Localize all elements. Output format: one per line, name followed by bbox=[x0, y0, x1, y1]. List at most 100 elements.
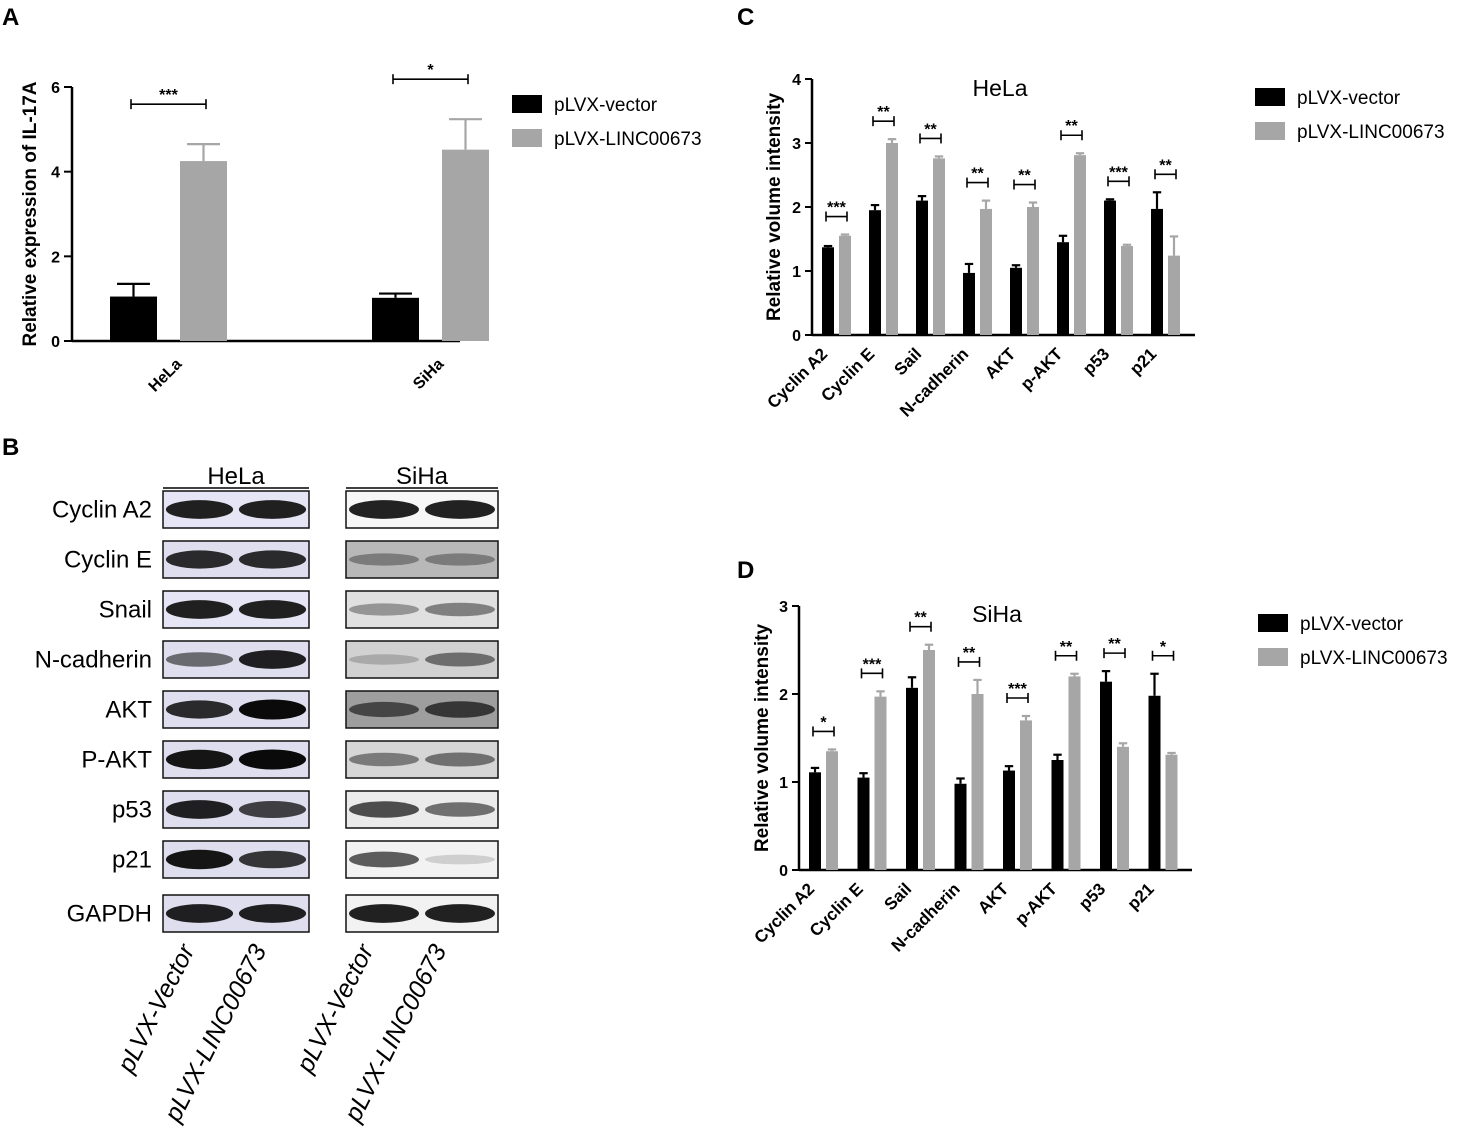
blot-row-label-p-akt: P-AKT bbox=[81, 747, 152, 774]
bar-p53-plvx-vector bbox=[1104, 200, 1116, 335]
category-label-akt: AKT bbox=[981, 344, 1020, 383]
significance-label: *** bbox=[827, 200, 846, 217]
legend-swatch-plvx-linc00673 bbox=[1255, 122, 1285, 140]
blot-band bbox=[165, 652, 234, 667]
bar-sail-plvx-vector bbox=[916, 200, 928, 335]
category-label-cyclin-e: Cyclin E bbox=[806, 879, 867, 940]
blot-header-hela: HeLa bbox=[207, 463, 265, 490]
blot-band bbox=[425, 802, 495, 817]
panel-letter-b: B bbox=[2, 434, 19, 461]
chart-a: 0 2 4 6 Relative expression of IL-17A *** HeLa… bbox=[20, 62, 702, 395]
category-label-sail: Sail bbox=[881, 879, 916, 914]
y-tick-label: 0 bbox=[51, 334, 60, 351]
blot-row-label-akt: AKT bbox=[105, 697, 152, 724]
blot-band bbox=[349, 752, 419, 767]
category-label-p21: p21 bbox=[1126, 344, 1160, 378]
significance-label: * bbox=[1160, 639, 1167, 656]
category-label-hela: HeLa bbox=[146, 356, 186, 396]
bar-hela-plvx-linc00673 bbox=[180, 161, 227, 341]
bar-sail-plvx-linc00673 bbox=[933, 158, 945, 335]
blot-membrane-siha-snail bbox=[345, 590, 499, 629]
blot-band bbox=[349, 603, 419, 616]
blot-band bbox=[238, 550, 307, 569]
blot-band bbox=[349, 654, 419, 665]
bar-p21-plvx-linc00673 bbox=[1168, 255, 1180, 335]
blot-band bbox=[165, 749, 234, 770]
blot-band bbox=[165, 800, 234, 819]
bar-p53-plvx-linc00673 bbox=[1121, 246, 1133, 335]
bar-akt-plvx-vector bbox=[1010, 267, 1022, 335]
blot-row-label-cyclin-e: Cyclin E bbox=[64, 547, 152, 574]
category-label-cyclin-a2: Cyclin A2 bbox=[751, 879, 819, 947]
significance-label: ** bbox=[924, 121, 937, 138]
blot-membrane-siha-cyclin-e bbox=[345, 540, 499, 579]
blot-band bbox=[165, 500, 234, 519]
blot-band bbox=[238, 904, 307, 923]
blot-band bbox=[425, 854, 495, 865]
blot-membrane-siha-n-cadherin bbox=[345, 640, 499, 679]
bar-cyclin-e-plvx-vector bbox=[857, 777, 870, 870]
bar-n-cadherin-plvx-linc00673 bbox=[980, 208, 992, 335]
y-tick-label: 3 bbox=[779, 599, 788, 616]
y-tick-label: 0 bbox=[792, 328, 801, 345]
legend-label-plvx-linc00673: pLVX-LINC00673 bbox=[1300, 648, 1448, 669]
chart-title: HeLa bbox=[973, 75, 1028, 101]
significance-label: ** bbox=[914, 610, 927, 627]
bar-n-cadherin-plvx-vector bbox=[963, 272, 975, 335]
significance-label: ** bbox=[877, 104, 890, 121]
chart-c: 0 1 2 3 4 Relative volume intensity HeLa *** Cyc… bbox=[764, 72, 1445, 421]
blot-band bbox=[238, 801, 307, 818]
significance-label: *** bbox=[159, 87, 178, 104]
category-label-cyclin-a2: Cyclin A2 bbox=[764, 344, 832, 412]
bar-sail-plvx-vector bbox=[906, 687, 918, 870]
category-label-p-akt: p-AKT bbox=[1017, 344, 1067, 394]
bar-p21-plvx-linc00673 bbox=[1165, 754, 1178, 870]
blot-band bbox=[425, 652, 495, 667]
category-label-akt: AKT bbox=[974, 879, 1013, 918]
significance-label: * bbox=[820, 714, 827, 731]
western-blot: HeLa SiHa Cyclin A2 Cyclin E Snail N-cadherin… bbox=[35, 463, 499, 1127]
bar-sail-plvx-linc00673 bbox=[923, 650, 935, 870]
bar-cyclin-a2-plvx-vector bbox=[809, 772, 821, 870]
chart-title: SiHa bbox=[972, 601, 1022, 627]
bar-akt-plvx-linc00673 bbox=[1027, 207, 1039, 335]
bar-p21-plvx-vector bbox=[1151, 208, 1163, 335]
blot-band bbox=[165, 700, 234, 719]
bar-n-cadherin-plvx-linc00673 bbox=[971, 694, 984, 870]
blot-band bbox=[349, 904, 419, 923]
blot-band bbox=[349, 553, 419, 566]
legend-swatch-plvx-linc00673 bbox=[1258, 648, 1288, 666]
significance-label: *** bbox=[1109, 164, 1128, 181]
bar-p53-plvx-vector bbox=[1100, 681, 1112, 870]
bar-siha-plvx-linc00673 bbox=[442, 149, 489, 341]
y-axis-label: Relative expression of IL-17A bbox=[20, 81, 41, 346]
legend-swatch-plvx-vector bbox=[512, 95, 542, 113]
category-label-sail: Sail bbox=[891, 344, 926, 379]
blot-band bbox=[238, 699, 307, 720]
y-tick-label: 3 bbox=[792, 136, 801, 153]
blot-band bbox=[238, 749, 307, 770]
bar-p21-plvx-vector bbox=[1148, 695, 1161, 870]
bar-p-akt-plvx-vector bbox=[1051, 760, 1064, 870]
significance-label: * bbox=[427, 62, 434, 79]
bar-cyclin-a2-plvx-linc00673 bbox=[826, 751, 838, 870]
blot-band bbox=[238, 500, 307, 519]
bar-cyclin-a2-plvx-linc00673 bbox=[839, 235, 851, 335]
y-tick-label: 2 bbox=[792, 200, 801, 217]
blot-row-label-n-cadherin: N-cadherin bbox=[35, 647, 152, 674]
y-axis-label: Relative volume intensity bbox=[752, 624, 773, 853]
blot-band bbox=[165, 849, 234, 870]
blot-band bbox=[425, 752, 495, 767]
category-label-p21: p21 bbox=[1124, 879, 1158, 913]
blot-band bbox=[238, 850, 307, 869]
significance-label: ** bbox=[971, 166, 984, 183]
bar-cyclin-e-plvx-linc00673 bbox=[886, 143, 898, 335]
panel-letter-c: C bbox=[737, 4, 754, 31]
category-label-siha: SiHa bbox=[410, 356, 447, 393]
blot-band bbox=[165, 550, 234, 569]
legend-label-plvx-linc00673: pLVX-LINC00673 bbox=[1297, 122, 1445, 143]
bar-p-akt-plvx-linc00673 bbox=[1074, 155, 1086, 335]
significance-label: ** bbox=[1065, 118, 1078, 135]
y-tick-label: 2 bbox=[51, 249, 60, 266]
